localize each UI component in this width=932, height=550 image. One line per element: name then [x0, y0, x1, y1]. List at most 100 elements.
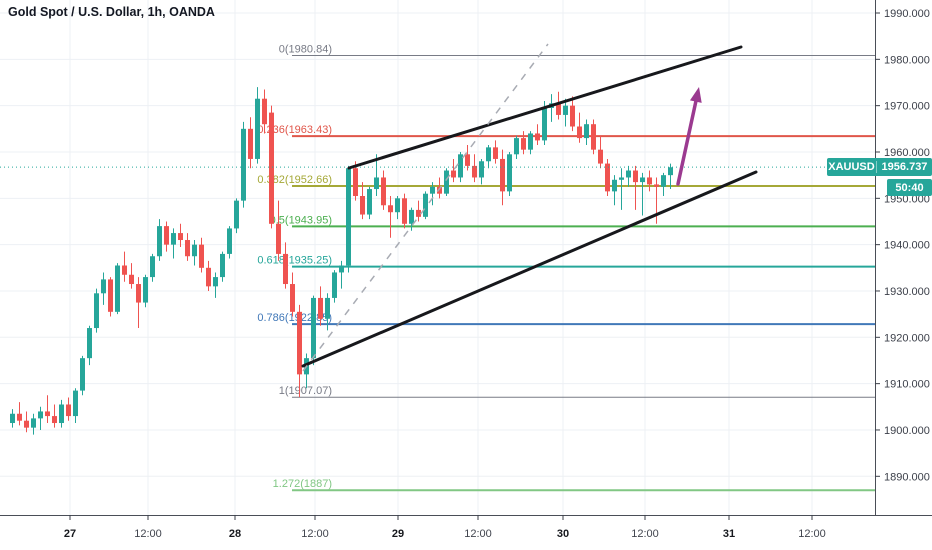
time-axis-label: 30 [557, 528, 569, 540]
candle-body [157, 226, 162, 257]
candle-body [220, 253, 225, 278]
candle-body [192, 244, 197, 257]
candle-body [535, 133, 540, 141]
fib-label: 0.618(1935.25) [257, 255, 332, 267]
candle-body [577, 126, 582, 139]
fib-label: 0(1980.84) [279, 43, 332, 55]
candle-body [619, 177, 624, 180]
candle-body [605, 163, 610, 192]
price-axis-label: 1960.000 [884, 147, 930, 159]
fib-label: 1(1907.07) [279, 385, 332, 397]
last-price-label: XAUUSD 1956.737 [827, 158, 932, 176]
candle-body [178, 233, 183, 241]
price-axis-label: 1890.000 [884, 471, 930, 483]
candle-body [122, 265, 127, 275]
bar-countdown: 50:40 [887, 179, 932, 196]
candle-body [248, 128, 253, 159]
up-arrow-head [689, 87, 702, 103]
candle-body [185, 240, 190, 257]
time-axis-label: 12:00 [301, 528, 329, 540]
dashed-trendline[interactable] [302, 43, 549, 372]
candle-body [199, 244, 204, 268]
candle-body [353, 168, 358, 197]
candle-body [563, 105, 568, 115]
candle-body [626, 170, 631, 178]
candle-body [45, 411, 50, 417]
candle-body [521, 138, 526, 150]
candle-body [206, 267, 211, 287]
candle-body [94, 293, 99, 329]
channel-lower-trendline[interactable] [301, 170, 758, 368]
candle-body [227, 228, 232, 254]
time-axis[interactable] [0, 515, 932, 550]
candle-body [269, 112, 274, 224]
candle-body [402, 198, 407, 224]
fib-label: 1.272(1887) [273, 478, 332, 490]
candle-body [59, 404, 64, 424]
candle-body [66, 404, 71, 417]
time-axis-label: 31 [723, 528, 735, 540]
candle-body [367, 189, 372, 215]
candle-body [255, 98, 260, 159]
channel-upper-trendline[interactable] [347, 45, 743, 170]
candle-body [647, 177, 652, 185]
candle-body [423, 193, 428, 217]
candle-body [507, 154, 512, 192]
price-axis-label: 1980.000 [884, 54, 930, 66]
candle-body [24, 420, 29, 428]
candle-body [633, 170, 638, 183]
candle-body [143, 277, 148, 303]
candle-body [486, 147, 491, 162]
price-axis-label: 1990.000 [884, 8, 930, 20]
candle-body [668, 167, 673, 176]
candle-body [612, 179, 617, 192]
candle-body [409, 209, 414, 224]
candle-body [283, 253, 288, 285]
candle-body [87, 328, 92, 359]
price-axis-label: 1970.000 [884, 101, 930, 113]
price-axis[interactable] [875, 0, 932, 515]
candle-body [591, 124, 596, 150]
candle-body [339, 265, 344, 273]
candle-body [234, 200, 239, 229]
time-axis-label: 12:00 [798, 528, 826, 540]
time-axis-label: 12:00 [631, 528, 659, 540]
candle-body [381, 177, 386, 206]
candle-body [514, 138, 519, 155]
up-arrow-drawing[interactable] [676, 99, 698, 186]
candle-body [556, 103, 561, 115]
candle-body [290, 284, 295, 312]
time-axis-label: 12:00 [134, 528, 162, 540]
candle-body [38, 411, 43, 419]
candle-body [276, 223, 281, 254]
candle-body [332, 272, 337, 298]
candle-body [115, 265, 120, 312]
candle-body [479, 161, 484, 178]
candle-body [661, 175, 666, 187]
candle-body [346, 168, 351, 266]
candle-body [213, 277, 218, 287]
candle-body [171, 233, 176, 245]
price-axis-label: 1920.000 [884, 332, 930, 344]
symbol-badge: XAUUSD [828, 161, 875, 173]
candle-body [388, 205, 393, 213]
candle-body [493, 147, 498, 159]
candle-body [262, 98, 267, 125]
candle-body [465, 154, 470, 166]
candle-body [311, 297, 316, 359]
candle-body [31, 418, 36, 428]
symbol-legend[interactable]: Gold Spot / U.S. Dollar, 1h, OANDA [8, 5, 215, 19]
time-axis-label: 12:00 [464, 528, 492, 540]
candle-body [430, 186, 435, 194]
price-axis-label: 1950.000 [884, 193, 930, 205]
fib-label: 0.382(1952.66) [257, 174, 332, 186]
price-axis-label: 1940.000 [884, 240, 930, 252]
candle-body [136, 284, 141, 303]
candle-body [458, 154, 463, 178]
candle-body [444, 170, 449, 194]
time-axis-label: 29 [392, 528, 404, 540]
candle-body [472, 165, 477, 178]
candle-body [360, 196, 365, 215]
